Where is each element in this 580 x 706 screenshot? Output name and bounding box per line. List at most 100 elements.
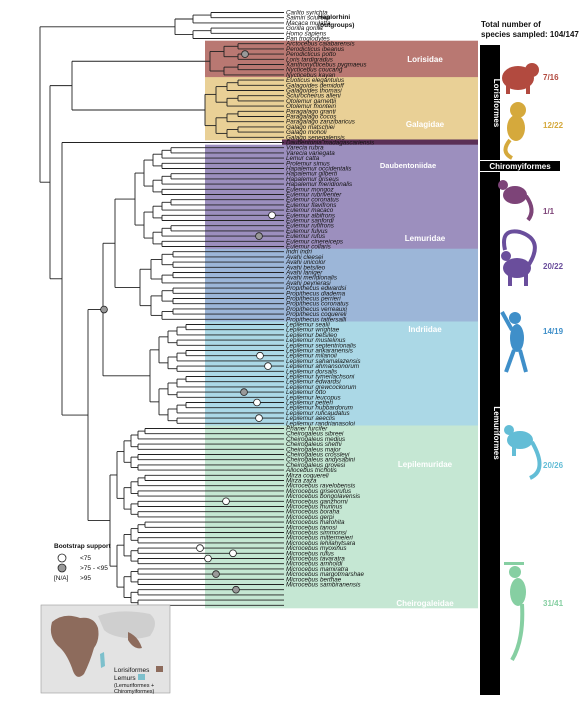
map-legend-lemurs: Lemurs xyxy=(114,675,136,682)
species-label: Arctocebus calabarensis xyxy=(285,41,355,48)
species-label: Otolemur garnettii xyxy=(286,98,337,105)
species-label: Propithecus edwardsi xyxy=(286,285,347,292)
map-legend-lemurs-detail2: Chiromyiformes) xyxy=(114,689,155,695)
species-label: Microcebus gerpi xyxy=(286,514,335,521)
family-labels: Lorisidae 7/16 Galagidae 12/22 Daubentoniida… xyxy=(380,55,564,608)
lemuriformes-bar xyxy=(480,172,500,695)
species-label: Loris tardigradus xyxy=(286,56,334,63)
species-label: Daubentonia madagascariensis xyxy=(286,140,375,147)
species-label: Microcebus griseorufus xyxy=(286,488,352,495)
species-label: Lepilemur edwardsi xyxy=(286,379,341,386)
family-label-cheirogaleidae: Cheirogaleidae xyxy=(396,599,454,608)
species-label: Macaca mulatta xyxy=(286,20,331,27)
species-label: Prolemur simus xyxy=(286,160,331,167)
bootstrap-node-marker xyxy=(255,232,263,240)
species-label: Gorilla gorilla xyxy=(286,25,323,32)
species-label: Microcebus marohita xyxy=(286,519,345,526)
family-label-lepilemuridae: Lepilemuridae xyxy=(398,460,453,469)
species-label: Lepilemur sahamalazensis xyxy=(286,358,361,365)
species-label: Galago moholi xyxy=(286,129,327,136)
family-band-lemuridae xyxy=(205,144,478,250)
bootstrap-node-marker xyxy=(212,570,220,578)
species-label: Lepilemur randrianasoloi xyxy=(286,420,356,427)
lepilemuridae-silhouette-icon xyxy=(504,425,542,480)
family-band-galagidae xyxy=(205,77,478,141)
chiromyiformes-bar-label: Chiromyiformes xyxy=(489,162,551,171)
species-label: Lepilemur leucopus xyxy=(286,394,341,401)
species-label: Galago matschiei xyxy=(286,124,335,131)
bootstrap-mid-label: >75 - <95 xyxy=(80,565,108,572)
family-band-daubentoniidae xyxy=(282,139,478,146)
species-label: Varecia variegata xyxy=(286,150,335,157)
species-label: Eulemur flavifrons xyxy=(286,202,337,209)
total-species-count: species sampled: 104/147 xyxy=(481,30,579,39)
species-label: Eulemur sanfordi xyxy=(286,218,334,225)
species-label: Homo sapiens xyxy=(286,30,327,37)
species-label: Varecia rubra xyxy=(286,145,324,152)
species-label: Cheirogaleus shethi xyxy=(286,441,342,448)
species-label: Hapalemur griseus xyxy=(286,176,340,183)
species-label: Perodicticus ibeanus xyxy=(286,46,345,53)
bootstrap-node-marker xyxy=(240,388,248,396)
species-label: Cheirogaleus grovesi xyxy=(286,462,346,469)
species-label: Lepilemur petteri xyxy=(286,400,334,407)
species-label: Carlito syrichta xyxy=(286,10,328,17)
species-label: Xanthonycticebus pygmaeus xyxy=(285,62,367,69)
family-label-lorisidae: Lorisidae xyxy=(407,55,443,64)
species-label: Propithecus coquereli xyxy=(286,311,347,318)
species-label: Lepilemur mustelinus xyxy=(286,337,346,344)
species-label: Mirza coquereli xyxy=(286,472,329,479)
species-label: Microcebus arnholdi xyxy=(286,561,343,568)
species-label: Indri indri xyxy=(286,249,312,256)
species-label: Cheirogaleus andysabini xyxy=(286,457,356,464)
bootstrap-node-marker xyxy=(253,398,261,407)
species-label: Microcebus simmonsi xyxy=(286,530,347,537)
species-label: Microcebus mamiratra xyxy=(286,566,349,573)
species-label: Cheirogaleus major xyxy=(286,446,342,453)
lemuriformes-bar-label: Lemuriformes xyxy=(492,406,501,460)
family-count-cheirogaleidae: 31/41 xyxy=(543,599,564,608)
lorisiformes-bar xyxy=(480,45,500,160)
family-count-daubentoniidae: 1/1 xyxy=(543,207,555,216)
species-label: Microcebus ganzhorni xyxy=(286,498,348,505)
family-label-lemuridae: Lemuridae xyxy=(405,234,446,243)
species-label: Propithecus coronatus xyxy=(286,301,350,308)
species-label: Eulemur rubriventer xyxy=(286,192,342,199)
species-label: Microcebus tanosi xyxy=(286,524,337,531)
species-label: Eulemur albifrons xyxy=(286,212,336,219)
family-count-galagidae: 12/22 xyxy=(543,121,564,130)
lorisidae-silhouette-icon xyxy=(502,63,539,94)
species-label: Microcebus rufus xyxy=(286,550,335,557)
species-label: Lemur catta xyxy=(286,155,320,162)
species-label: Hapalemur occidentalis xyxy=(286,166,352,173)
family-band-lepilemuridae xyxy=(205,321,478,427)
species-label: Paragalago cocos xyxy=(286,114,337,121)
species-label: Nycticebus kayan xyxy=(286,72,336,79)
cheirogaleidae-silhouette-icon xyxy=(504,562,526,662)
bootstrap-node-marker xyxy=(241,50,249,58)
bootstrap-node-marker xyxy=(222,497,230,506)
species-label: Perodicticus potto xyxy=(286,51,337,58)
species-label: Lepilemur septentrionalis xyxy=(286,342,357,349)
outgroup-label: Haplorhini xyxy=(318,14,350,21)
species-label: Lepilemur wrightae xyxy=(286,327,340,334)
species-label: Microcebus lehilahytsara xyxy=(286,540,356,547)
species-label: Hapalemur meridionalis xyxy=(286,181,353,188)
family-label-galagidae: Galagidae xyxy=(406,120,445,129)
family-count-lepilemuridae: 20/26 xyxy=(543,461,564,470)
species-label: Avahi peyrierasi xyxy=(285,280,331,287)
species-label: Microcebus bongolavensis xyxy=(286,493,361,500)
phylogenetic-tree xyxy=(39,12,284,606)
species-label: Eulemur coronatus xyxy=(286,197,340,204)
species-label: Microcebus berthae xyxy=(286,576,342,583)
bootstrap-node-marker xyxy=(232,585,240,594)
species-label: Lepilemur hubbardorum xyxy=(286,405,353,412)
species-label: Eulemur cinereiceps xyxy=(286,238,344,245)
galagidae-silhouette-icon xyxy=(503,102,526,160)
species-label: Propithecus diadema xyxy=(286,290,346,297)
map-legend-lorisiformes: Lorisiformes xyxy=(114,667,150,674)
family-bands xyxy=(205,40,478,609)
species-label: Paragalago zanzibaricus xyxy=(286,119,356,126)
species-label: Propithecus perrieri xyxy=(286,296,341,303)
